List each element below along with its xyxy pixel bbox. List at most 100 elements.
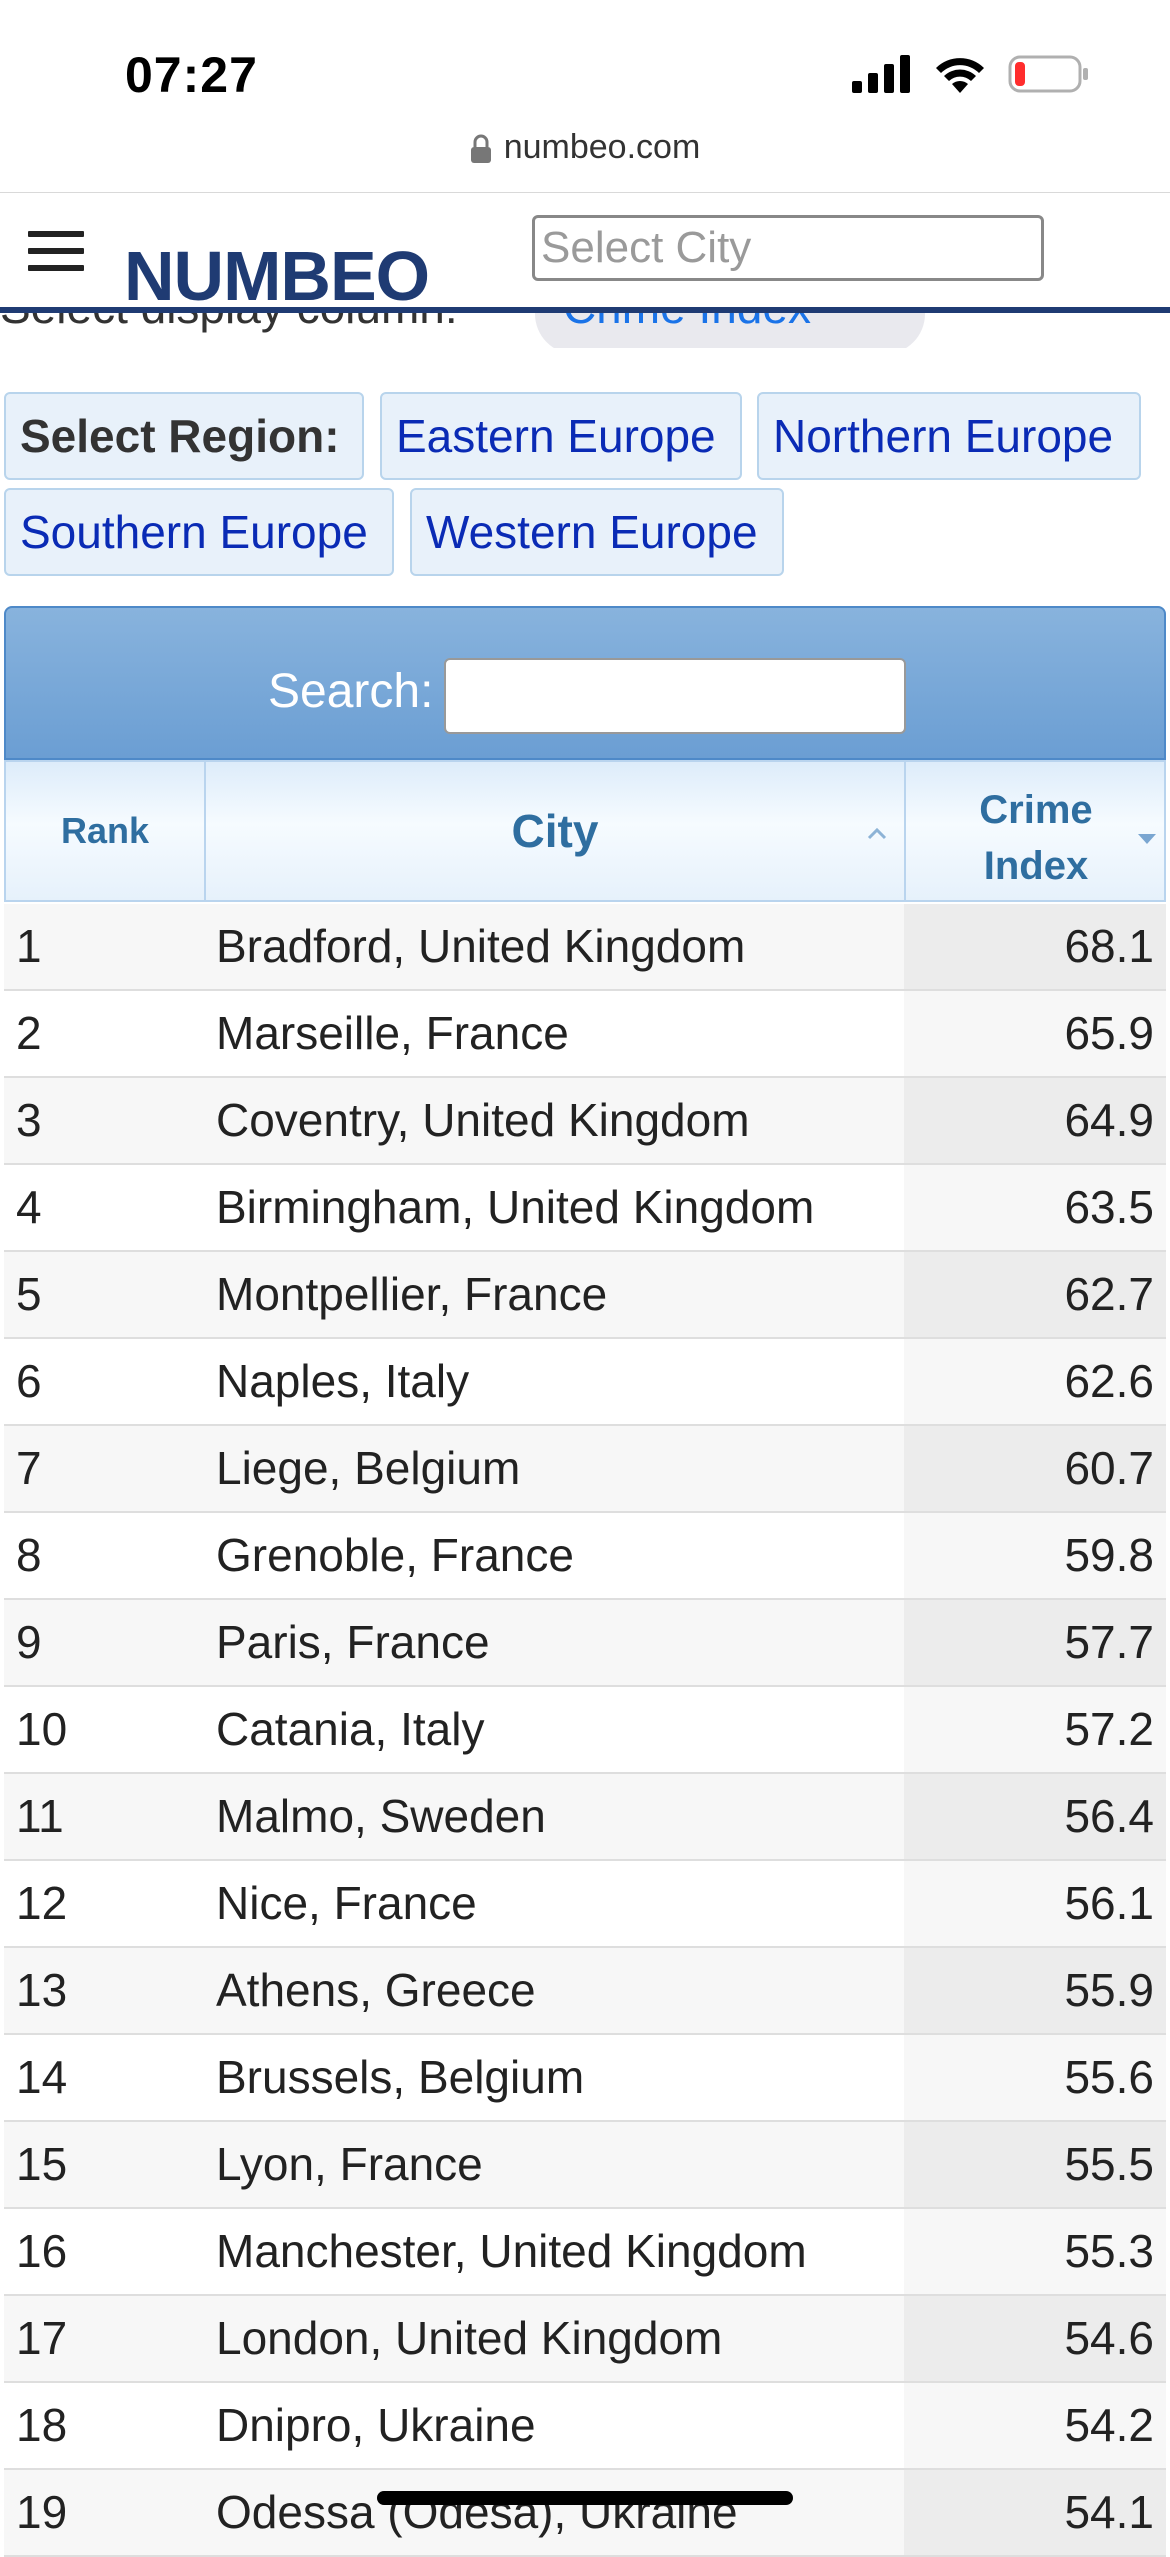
wifi-icon — [936, 58, 984, 93]
table-row: 1 Bradford, United Kingdom 68.1 — [4, 904, 1166, 991]
cell-city: Marseille, France — [216, 1007, 569, 1059]
table-row: 3 Coventry, United Kingdom 64.9 — [4, 1078, 1166, 1165]
cell-crime-index: 62.6 — [904, 1339, 1166, 1424]
cell-crime-index: 59.8 — [904, 1513, 1166, 1598]
table-row: 6 Naples, Italy 62.6 — [4, 1339, 1166, 1426]
table-row: 15 Lyon, France 55.5 — [4, 2122, 1166, 2209]
column-header-city-label: City — [511, 805, 599, 857]
table-row: 19 Odessa (Odesa), Ukraine 54.1 — [4, 2470, 1166, 2557]
address-bar[interactable]: numbeo.com — [0, 128, 1170, 167]
menu-icon[interactable] — [28, 231, 84, 271]
cell-city: Nice, France — [216, 1877, 477, 1929]
cell-rank: 10 — [16, 1703, 68, 1755]
status-time: 07:27 — [125, 47, 258, 103]
lock-icon — [470, 134, 491, 164]
cell-rank: 8 — [16, 1529, 42, 1581]
cell-rank: 15 — [16, 2138, 68, 2190]
cell-crime-index: 62.7 — [904, 1252, 1166, 1337]
cell-city: London, United Kingdom — [216, 2312, 723, 2364]
cell-city: Athens, Greece — [216, 1964, 536, 2016]
cell-crime-index: 54.2 — [904, 2383, 1166, 2468]
region-western-europe[interactable]: Western Europe — [410, 488, 784, 576]
sort-ascending-icon — [867, 827, 887, 840]
table-row: 12 Nice, France 56.1 — [4, 1861, 1166, 1948]
site-logo[interactable]: NUMBEO — [124, 237, 430, 315]
table-row: 8 Grenoble, France 59.8 — [4, 1513, 1166, 1600]
cell-rank: 6 — [16, 1355, 42, 1407]
cell-city: Grenoble, France — [216, 1529, 574, 1581]
cell-crime-index: 63.5 — [904, 1165, 1166, 1250]
cell-rank: 13 — [16, 1964, 68, 2016]
cell-crime-index: 54.6 — [904, 2296, 1166, 2381]
cell-city: Montpellier, France — [216, 1268, 608, 1320]
divider — [0, 192, 1170, 193]
cell-crime-index: 55.5 — [904, 2122, 1166, 2207]
cell-city: Manchester, United Kingdom — [216, 2225, 807, 2277]
cell-rank: 9 — [16, 1616, 42, 1668]
cell-city: Paris, France — [216, 1616, 490, 1668]
cell-city: Coventry, United Kingdom — [216, 1094, 750, 1146]
table-row: 5 Montpellier, France 62.7 — [4, 1252, 1166, 1339]
table-search-input[interactable] — [444, 658, 906, 734]
cell-city: Lyon, France — [216, 2138, 483, 2190]
cell-rank: 16 — [16, 2225, 68, 2277]
cell-crime-index: 57.7 — [904, 1600, 1166, 1685]
region-eastern-europe[interactable]: Eastern Europe — [380, 392, 742, 480]
column-header-crime-index[interactable]: Crime Index — [906, 762, 1166, 900]
table-row: 2 Marseille, France 65.9 — [4, 991, 1166, 1078]
header-divider — [0, 307, 1170, 313]
table-row: 7 Liege, Belgium 60.7 — [4, 1426, 1166, 1513]
cell-rank: 19 — [16, 2486, 68, 2538]
site-header: NUMBEO — [0, 195, 1170, 315]
column-header-crime-line1: Crime — [979, 788, 1093, 832]
region-label: Select Region: — [4, 392, 364, 480]
table-row: 4 Birmingham, United Kingdom 63.5 — [4, 1165, 1166, 1252]
cell-city: Liege, Belgium — [216, 1442, 521, 1494]
cell-city: Naples, Italy — [216, 1355, 470, 1407]
home-indicator — [377, 2491, 793, 2505]
cell-city: Bradford, United Kingdom — [216, 920, 746, 972]
cell-city: Catania, Italy — [216, 1703, 485, 1755]
cell-city: Dnipro, Ukraine — [216, 2399, 536, 2451]
cell-rank: 2 — [16, 1007, 42, 1059]
table-row: 17 London, United Kingdom 54.6 — [4, 2296, 1166, 2383]
url-text: numbeo.com — [503, 128, 701, 166]
region-southern-europe[interactable]: Southern Europe — [4, 488, 394, 576]
table-row: 13 Athens, Greece 55.9 — [4, 1948, 1166, 2035]
cell-city: Brussels, Belgium — [216, 2051, 585, 2103]
cellular-signal-icon — [852, 55, 910, 93]
table-row: 10 Catania, Italy 57.2 — [4, 1687, 1166, 1774]
search-label: Search: — [268, 665, 434, 718]
cell-rank: 18 — [16, 2399, 68, 2451]
cell-crime-index: 55.6 — [904, 2035, 1166, 2120]
status-bar: 07:27 numbeo.com — [0, 0, 1170, 166]
cell-rank: 11 — [16, 1790, 64, 1842]
cell-crime-index: 64.9 — [904, 1078, 1166, 1163]
cell-crime-index: 55.9 — [904, 1948, 1166, 2033]
table-row: 9 Paris, France 57.7 — [4, 1600, 1166, 1687]
cell-rank: 4 — [16, 1181, 42, 1233]
column-header-crime-line2: Index — [983, 844, 1089, 888]
table-row: 11 Malmo, Sweden 56.4 — [4, 1774, 1166, 1861]
select-city-input[interactable] — [532, 215, 1044, 281]
cell-rank: 7 — [16, 1442, 42, 1494]
table-header: Rank City Crime Index — [4, 760, 1166, 902]
cell-city: Malmo, Sweden — [216, 1790, 546, 1842]
cell-city: Odessa (Odesa), Ukraine — [216, 2486, 738, 2538]
table-row: 16 Manchester, United Kingdom 55.3 — [4, 2209, 1166, 2296]
cell-city: Birmingham, United Kingdom — [216, 1181, 815, 1233]
cell-rank: 5 — [16, 1268, 42, 1320]
table-row: 18 Dnipro, Ukraine 54.2 — [4, 2383, 1166, 2470]
cell-crime-index: 56.1 — [904, 1861, 1166, 1946]
cell-crime-index: 60.7 — [904, 1426, 1166, 1511]
sort-descending-icon — [1138, 834, 1156, 844]
column-header-city[interactable]: City — [206, 762, 906, 900]
table-search-bar: Search: — [4, 606, 1166, 760]
region-northern-europe[interactable]: Northern Europe — [757, 392, 1141, 480]
battery-low-icon — [1008, 55, 1088, 93]
cell-rank: 14 — [16, 2051, 68, 2103]
cell-rank: 17 — [16, 2312, 68, 2364]
cell-crime-index: 55.3 — [904, 2209, 1166, 2294]
column-header-rank[interactable]: Rank — [6, 762, 206, 900]
cell-crime-index: 54.1 — [904, 2470, 1166, 2555]
